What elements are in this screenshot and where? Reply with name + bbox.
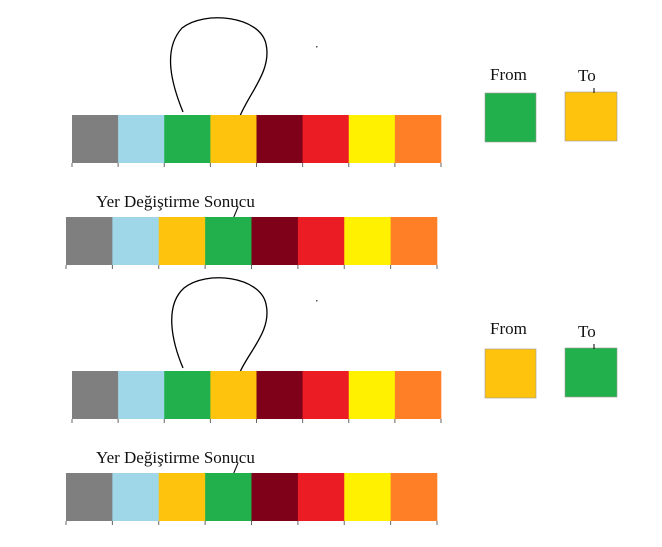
result-strip-2-cell-7 <box>344 473 391 521</box>
swap-strip-1-cell-6 <box>302 115 350 163</box>
from-swatch-2 <box>484 348 537 399</box>
result-label-1: Yer Değiştirme Sonucu <box>96 192 255 211</box>
result-strip-2-cell-3 <box>158 473 206 521</box>
from-label-2: From <box>490 319 527 338</box>
swap-strip-1-cell-2 <box>118 115 165 163</box>
stray-dot-2 <box>316 300 318 302</box>
swap-strip-1-cell-5 <box>256 115 303 163</box>
stray-dot-1 <box>316 46 318 48</box>
result-strip-1-cell-4 <box>205 217 252 265</box>
section-1: From To Yer Değiştirme Sonucu <box>65 17 618 269</box>
result-strip-1-cell-2 <box>112 217 160 265</box>
result-label-2: Yer Değiştirme Sonucu <box>96 448 255 467</box>
swap-strip-2-cell-2 <box>118 371 165 419</box>
to-label-2: To <box>578 322 596 341</box>
section-2: From To Yer Değiştirme Sonucu <box>65 277 618 525</box>
result-strip-2-cell-5 <box>251 473 299 521</box>
result-strip-1-cell-1 <box>66 217 113 265</box>
swap-strip-2 <box>71 371 442 423</box>
swap-strip-1-cell-4 <box>210 115 257 163</box>
swap-strip-2-cell-4 <box>210 371 257 419</box>
to-label-1: To <box>578 66 596 85</box>
swap-loop-2 <box>171 277 268 373</box>
swap-strip-1-cell-1 <box>72 115 119 163</box>
swap-strip-1-cell-8 <box>394 115 442 163</box>
swap-strip-2-cell-7 <box>348 371 396 419</box>
to-swatch-1 <box>564 91 618 142</box>
swap-strip-2-cell-1 <box>72 371 119 419</box>
result-strip-1-cell-7 <box>344 217 391 265</box>
swap-strip-2-cell-6 <box>302 371 350 419</box>
result-strip-1-cell-3 <box>158 217 206 265</box>
result-strip-1-cell-6 <box>297 217 345 265</box>
swap-strip-2-cell-5 <box>256 371 303 419</box>
result-strip-2 <box>65 473 438 525</box>
swap-strip-2-cell-3 <box>164 371 211 419</box>
swap-strip-1-cell-3 <box>164 115 211 163</box>
result-strip-2-cell-4 <box>205 473 252 521</box>
result-strip-2-cell-1 <box>66 473 113 521</box>
result-strip-1 <box>65 217 438 269</box>
result-strip-2-cell-8 <box>390 473 438 521</box>
from-swatch-1 <box>484 92 537 143</box>
to-swatch-2 <box>564 347 618 398</box>
result-strip-1-cell-8 <box>390 217 438 265</box>
from-label-1: From <box>490 65 527 84</box>
result-strip-2-cell-2 <box>112 473 160 521</box>
swap-strip-1-cell-7 <box>348 115 396 163</box>
swap-loop-1 <box>169 17 268 117</box>
swap-strip-2-cell-8 <box>394 371 442 419</box>
result-strip-1-cell-5 <box>251 217 299 265</box>
result-strip-2-cell-6 <box>297 473 345 521</box>
swap-strip-1 <box>71 115 442 167</box>
